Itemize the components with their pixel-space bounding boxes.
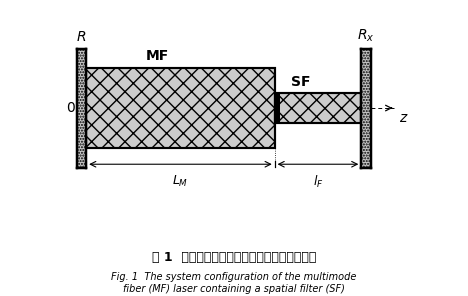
Bar [275, 93, 361, 123]
Bar [86, 68, 275, 148]
Text: MF: MF [146, 49, 169, 63]
Text: $l_F$: $l_F$ [313, 173, 323, 189]
Bar [77, 49, 86, 168]
Text: $L_M$: $L_M$ [172, 173, 189, 189]
Bar [274, 93, 280, 123]
Text: $z$: $z$ [399, 111, 408, 125]
Text: $R$: $R$ [76, 30, 87, 44]
Text: SF: SF [291, 75, 310, 89]
Text: 图 1  含光纤滤波器的多模光纤激光器装置系统: 图 1 含光纤滤波器的多模光纤激光器装置系统 [152, 251, 316, 264]
Text: fiber (MF) laser containing a spatial filter (SF): fiber (MF) laser containing a spatial fi… [123, 284, 345, 295]
Text: $R_x$: $R_x$ [357, 27, 374, 44]
Text: Fig. 1  The system configuration of the multimode: Fig. 1 The system configuration of the m… [111, 272, 357, 282]
Bar [361, 49, 371, 168]
Text: $0$: $0$ [66, 101, 75, 115]
